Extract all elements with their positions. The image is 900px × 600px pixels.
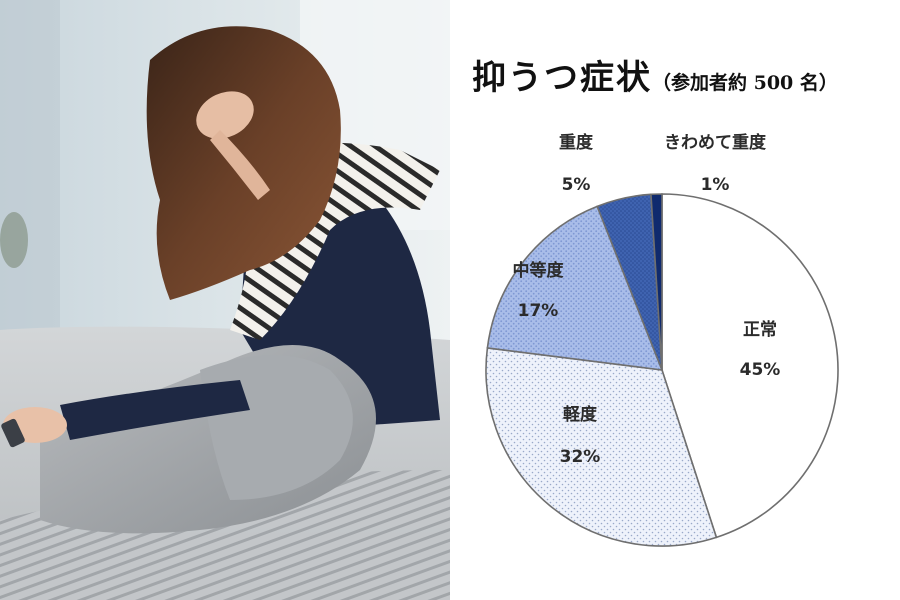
pie-slice-1 bbox=[485, 347, 718, 547]
slice-value-label-1: 32% bbox=[560, 447, 601, 467]
chart-subtitle: （参加者約 500 名） bbox=[652, 72, 838, 94]
slice-label-0: 正常 bbox=[743, 319, 777, 340]
slice-value-label-3: 5% bbox=[562, 175, 591, 195]
chart-title-main: 抑うつ症状 bbox=[472, 58, 652, 98]
slice-value-label-2: 17% bbox=[518, 301, 559, 321]
slice-label-1: 軽度 bbox=[563, 404, 598, 425]
pie-slices bbox=[485, 193, 839, 547]
slice-value-label-0: 45% bbox=[740, 360, 781, 380]
pie-slice-0 bbox=[661, 193, 839, 539]
pie-chart: 正常 45% 軽度 32% 中等度 17% 重度 5% きわめて重度 1% bbox=[485, 132, 839, 547]
pie-slice-2 bbox=[486, 205, 664, 371]
photo-woman-distressed bbox=[0, 0, 450, 600]
pie-labels: 正常 45% 軽度 32% 中等度 17% 重度 5% きわめて重度 1% bbox=[513, 132, 781, 467]
chart-panel: 抑うつ症状（参加者約 500 名） 正常 45% 軽度 32% 中等度 17% 重度 5% きわ… bbox=[450, 0, 900, 600]
slice-value-label-4: 1% bbox=[701, 175, 730, 195]
pie-slice-4 bbox=[650, 193, 663, 371]
slice-label-3: 重度 bbox=[559, 132, 594, 153]
photo-illustration bbox=[0, 0, 450, 600]
slice-label-2: 中等度 bbox=[513, 260, 565, 281]
slice-label-4: きわめて重度 bbox=[664, 132, 767, 153]
chart-title: 抑うつ症状（参加者約 500 名） bbox=[472, 50, 838, 99]
